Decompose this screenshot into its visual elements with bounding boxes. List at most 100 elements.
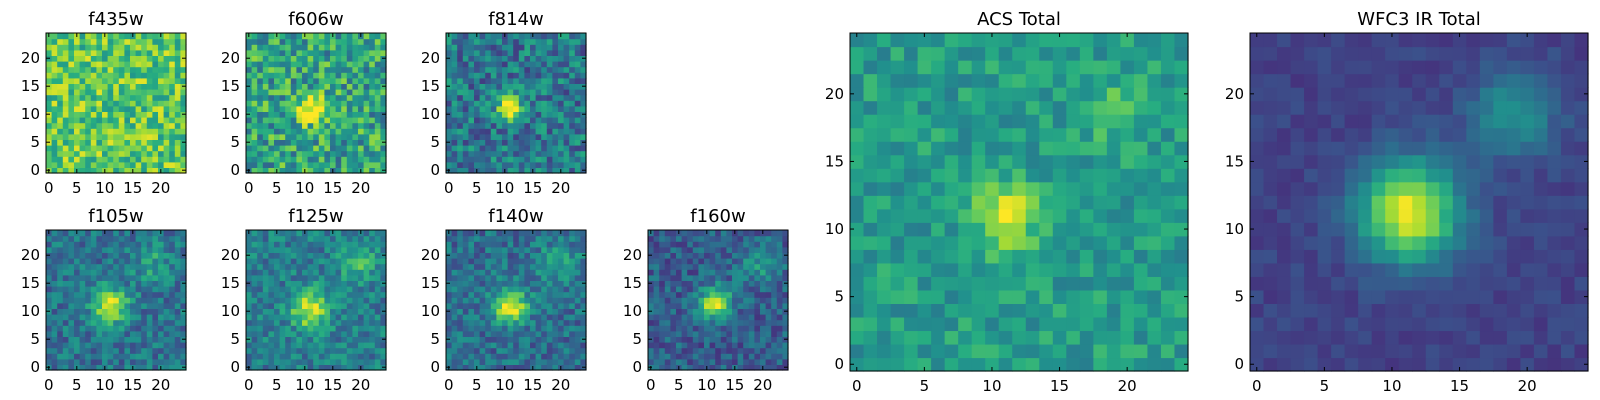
heatmap-cell: [285, 105, 292, 112]
panel-title: f105w: [88, 206, 143, 227]
heatmap-cell: [274, 269, 281, 276]
heatmap-cell: [1025, 249, 1040, 264]
heatmap-cell: [68, 72, 75, 79]
heatmap-cell: [457, 252, 464, 259]
heatmap-cell: [1012, 262, 1027, 277]
heatmap-cell: [324, 364, 331, 371]
heatmap-cell: [380, 66, 387, 73]
heatmap-cell: [96, 364, 103, 371]
heatmap-cell: [374, 269, 381, 276]
heatmap-cell: [163, 156, 170, 163]
heatmap-cell: [715, 358, 722, 365]
heatmap-cell: [479, 94, 486, 101]
heatmap-cell: [152, 145, 159, 152]
heatmap-cell: [468, 347, 475, 354]
heatmap-cell: [507, 246, 514, 253]
heatmap-cell: [113, 145, 120, 152]
heatmap-cell: [130, 38, 137, 45]
heatmap-cell: [346, 167, 353, 174]
heatmap-cell: [698, 291, 705, 298]
heatmap-cell: [169, 100, 176, 107]
heatmap-cell: [274, 72, 281, 79]
heatmap-cell: [709, 364, 716, 371]
heatmap-cell: [580, 156, 587, 163]
heatmap-cell: [659, 269, 666, 276]
heatmap-cell: [274, 38, 281, 45]
heatmap-cell: [62, 156, 69, 163]
heatmap-cell: [496, 105, 503, 112]
heatmap-cell: [513, 280, 520, 287]
heatmap-cell: [546, 330, 553, 337]
heatmap-cell: [1066, 316, 1081, 332]
heatmap-cell: [358, 161, 365, 168]
heatmap-cell: [1052, 168, 1067, 183]
heatmap-cell: [285, 280, 292, 287]
heatmap-cell: [518, 358, 525, 365]
heatmap-cell: [130, 252, 137, 259]
heatmap-cell: [68, 44, 75, 51]
heatmap-cells: [850, 33, 1189, 372]
heatmap-cell: [341, 280, 348, 287]
heatmap-cell: [380, 133, 387, 140]
heatmap-cell: [330, 263, 337, 270]
heatmap-cell: [457, 353, 464, 360]
heatmap-cell: [462, 66, 469, 73]
heatmap-cell: [96, 297, 103, 304]
heatmap-cell: [369, 38, 376, 45]
heatmap-cell: [850, 357, 865, 372]
heatmap-cell: [85, 66, 92, 73]
heatmap-cell: [290, 66, 297, 73]
heatmap-cell: [330, 44, 337, 51]
heatmap-cell: [274, 100, 281, 107]
heatmap-cell: [68, 314, 75, 321]
heatmap-cell: [931, 168, 946, 183]
heatmap-cell: [524, 364, 531, 371]
heatmap-cell: [352, 55, 359, 62]
heatmap-cell: [96, 258, 103, 265]
heatmap-cell: [90, 258, 97, 265]
heatmap-cell: [346, 364, 353, 371]
heatmap-cell: [726, 314, 733, 321]
heatmap-cell: [374, 258, 381, 265]
heatmap-cell: [146, 314, 153, 321]
heatmap-cell: [257, 117, 264, 124]
heatmap-cell: [324, 122, 331, 129]
heatmap-cell: [462, 235, 469, 242]
heatmap-cell: [130, 66, 137, 73]
heatmap-cell: [135, 347, 142, 354]
heatmap-cell: [1079, 330, 1094, 345]
heatmap-cell: [352, 89, 359, 96]
heatmap-cell: [79, 269, 86, 276]
heatmap-cell: [358, 291, 365, 298]
heatmap-cell: [474, 342, 481, 349]
heatmap-cell: [46, 133, 53, 140]
heatmap-cell: [274, 44, 281, 51]
heatmap-cell: [380, 269, 387, 276]
heatmap-cell: [563, 302, 570, 309]
heatmap-cell: [152, 258, 159, 265]
heatmap-cell: [944, 303, 959, 318]
heatmap-cell: [74, 122, 81, 129]
heatmap-cell: [457, 263, 464, 270]
heatmap-cell: [330, 83, 337, 90]
heatmap-cell: [324, 325, 331, 332]
heatmap-cell: [307, 252, 314, 259]
heatmap-cell: [85, 252, 92, 259]
heatmap-cell: [279, 353, 286, 360]
heatmap-cell: [124, 55, 131, 62]
heatmap-cell: [107, 325, 114, 332]
heatmap-cell: [574, 61, 581, 68]
heatmap-cell: [580, 61, 587, 68]
heatmap-cell: [524, 38, 531, 45]
heatmap-cell: [51, 302, 58, 309]
heatmap-cell: [468, 77, 475, 84]
heatmap-cell: [462, 308, 469, 315]
heatmap-cell: [352, 230, 359, 237]
heatmap-cell: [118, 319, 125, 326]
heatmap-cell: [863, 249, 878, 264]
heatmap-cell: [90, 111, 97, 118]
heatmap-cell: [74, 308, 81, 315]
heatmap-cell: [457, 150, 464, 157]
heatmap-cell: [85, 286, 92, 293]
heatmap-cell: [124, 33, 131, 40]
